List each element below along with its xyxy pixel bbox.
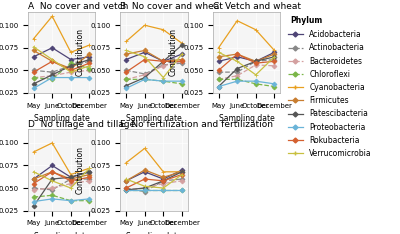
Y-axis label: Contribution: Contribution: [76, 28, 85, 76]
Y-axis label: Contribution: Contribution: [76, 146, 85, 194]
Text: E  No fertilization and fertilization: E No fertilization and fertilization: [120, 120, 274, 129]
Y-axis label: Contribution: Contribution: [168, 28, 178, 76]
X-axis label: Sampling date: Sampling date: [219, 114, 274, 123]
Legend: Acidobacteria, Actinobacteria, Bacteroidetes, Chloroflexi, Cyanobacteria, Firmic: Acidobacteria, Actinobacteria, Bacteroid…: [288, 30, 372, 158]
X-axis label: Sampling date: Sampling date: [126, 114, 182, 123]
Text: D  No tillage and tillage: D No tillage and tillage: [28, 120, 135, 129]
X-axis label: Sampling date: Sampling date: [34, 114, 89, 123]
X-axis label: Sampling date: Sampling date: [126, 232, 182, 234]
Text: C  Vetch and wheat: C Vetch and wheat: [213, 2, 301, 11]
Text: A  No cover and vetch: A No cover and vetch: [28, 2, 128, 11]
X-axis label: Sampling date: Sampling date: [34, 232, 89, 234]
Text: B  No cover and wheat: B No cover and wheat: [120, 2, 223, 11]
Text: Phylum: Phylum: [290, 16, 322, 25]
